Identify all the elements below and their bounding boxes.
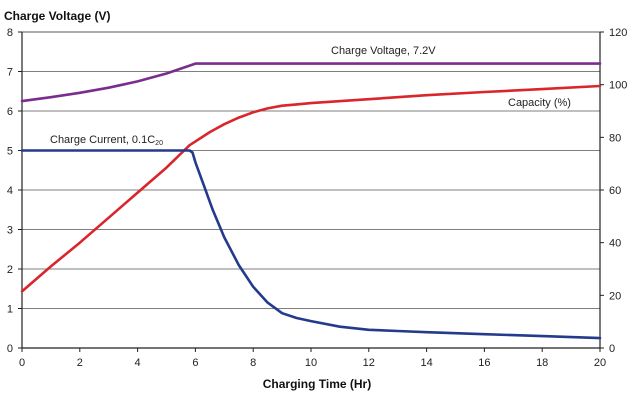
y-left-tick-label: 6 [7, 106, 13, 118]
y-right-tick-label: 0 [609, 343, 615, 355]
capacity-series-label: Capacity (%) [508, 97, 571, 109]
x-tick-label: 20 [594, 357, 606, 369]
x-tick-label: 14 [420, 357, 432, 369]
x-tick-label: 16 [478, 357, 490, 369]
y-left-tick-label: 1 [7, 304, 13, 316]
current-series-label-main: Charge Current, 0.1C [50, 134, 155, 146]
series-line-voltage [20, 62, 602, 103]
y-right-tick-label: 100 [609, 80, 627, 92]
y-left-tick-label: 7 [7, 67, 13, 79]
voltage-series-label: Charge Voltage, 7.2V [331, 45, 436, 57]
chart-title: Charge Voltage (V) [4, 9, 110, 23]
current-series-label-sub: 20 [155, 140, 163, 147]
current-series-label: Charge Current, 0.1C20 [50, 134, 163, 147]
y-right-tick-label: 40 [609, 238, 621, 250]
x-tick-label: 6 [192, 357, 198, 369]
y-right-tick-label: 80 [609, 132, 621, 144]
series-line-capacity [20, 84, 602, 293]
series-line-current [20, 149, 602, 340]
y-right-tick-label: 20 [609, 290, 621, 302]
x-tick-label: 4 [135, 357, 141, 369]
annotations: Charge Voltage, 7.2V Capacity (%) Charge… [50, 45, 571, 147]
y-left-tick-label: 4 [7, 185, 13, 197]
y-left-tick-label: 0 [7, 343, 13, 355]
series-group [20, 62, 602, 340]
y-left-tick-label: 5 [7, 146, 13, 158]
y-right-tick-label: 120 [609, 27, 627, 39]
y-left-tick-label: 2 [7, 264, 13, 276]
y-left-tick-label: 8 [7, 27, 13, 39]
x-tick-label: 12 [363, 357, 375, 369]
x-axis-label: Charging Time (Hr) [263, 377, 371, 391]
y-right-tick-label: 60 [609, 185, 621, 197]
y-left-tick-label: 3 [7, 225, 13, 237]
x-tick-label: 2 [77, 357, 83, 369]
x-tick-label: 8 [250, 357, 256, 369]
x-tick-label: 0 [19, 357, 25, 369]
x-tick-label: 18 [536, 357, 548, 369]
x-tick-label: 10 [305, 357, 317, 369]
